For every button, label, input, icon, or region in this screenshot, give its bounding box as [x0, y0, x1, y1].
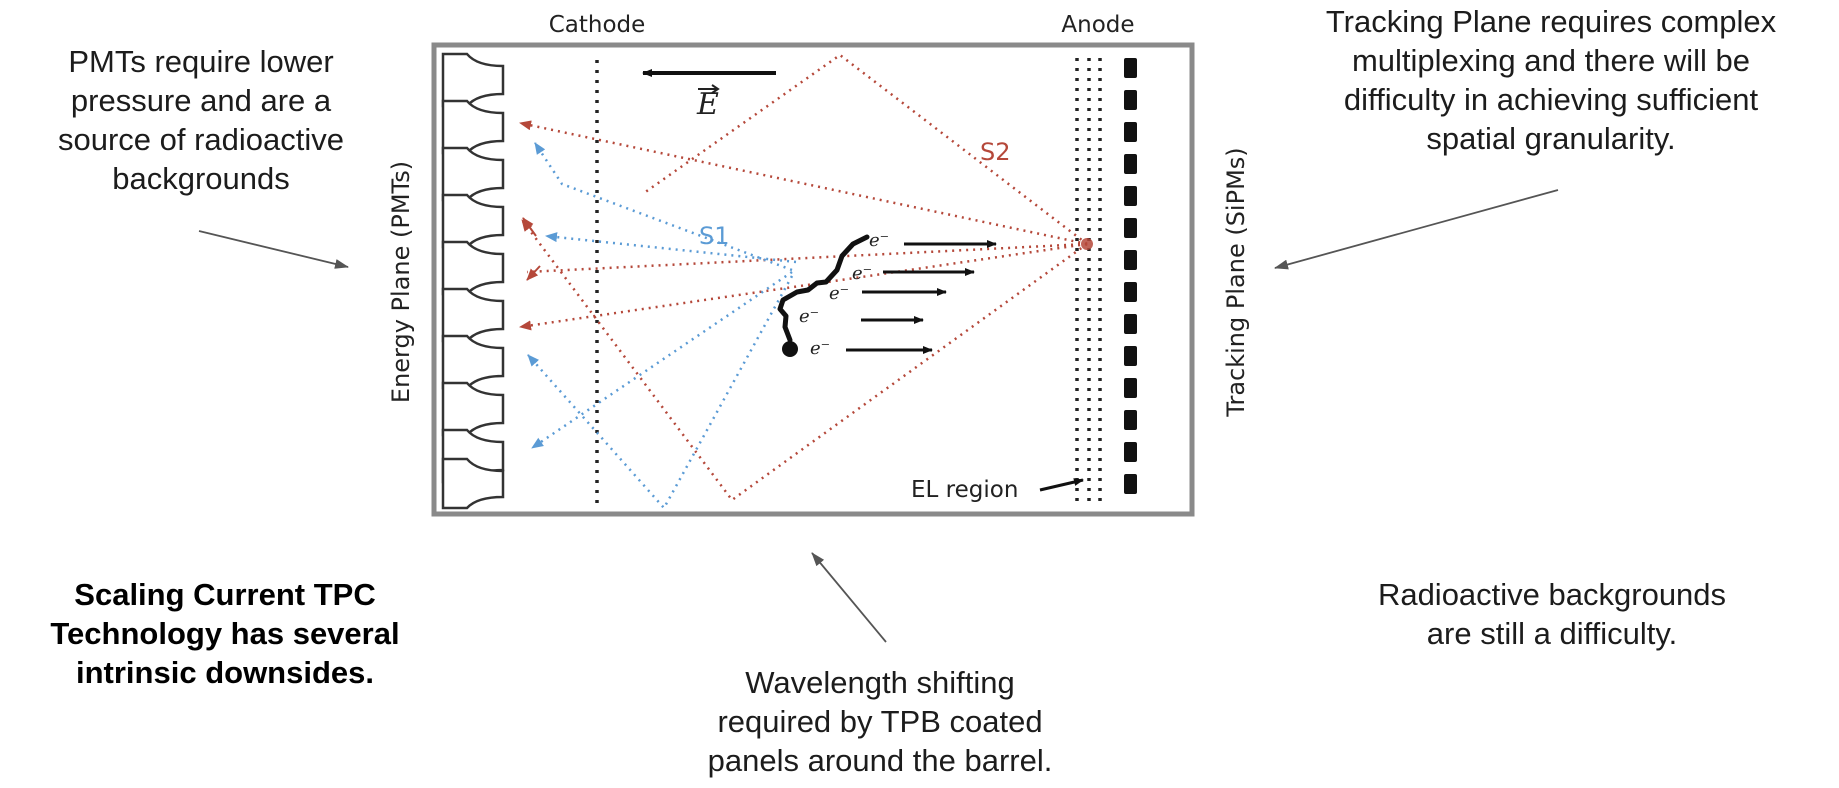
electron-1-label: e⁻: [869, 230, 889, 251]
el-region-pointer: [1039, 478, 1084, 492]
s1-light-rays: [527, 142, 797, 511]
wavelength-pointer-arrow: [811, 552, 887, 643]
electron-3-label: e⁻: [829, 283, 849, 304]
electron-2-label: e⁻: [852, 263, 872, 284]
wavelength-note: Wavelength shifting required by TPB coat…: [707, 665, 1053, 778]
track-end-blob: [782, 341, 798, 357]
s2-label: S2: [980, 138, 1011, 166]
el-emission-point: [1081, 238, 1093, 250]
s2-arrowhead-mid: [526, 265, 541, 281]
sipm-array: [1124, 58, 1137, 494]
scaling-note: Scaling Current TPC Technology has sever…: [50, 577, 400, 690]
s2-light-rays: [519, 53, 1088, 502]
el-region-label: EL region: [911, 477, 1018, 503]
pmt-array: [441, 52, 505, 510]
energy-plane-label: Energy Plane (PMTs): [387, 161, 415, 403]
ionization-track: [777, 234, 870, 343]
s1-label: S1: [699, 222, 730, 250]
electron-4-label: e⁻: [799, 306, 819, 327]
drift-electrons: e⁻ e⁻ e⁻ e⁻ e⁻: [799, 230, 997, 359]
electron-5-label: e⁻: [810, 338, 830, 359]
detector-frame: [431, 42, 1195, 517]
tracking-pointer-arrow: [1274, 189, 1559, 270]
efield-vector-head: [711, 84, 720, 94]
tracking-plane-label: Tracking Plane (SiPMs): [1222, 147, 1250, 417]
cathode-label: Cathode: [549, 12, 646, 38]
tracking-plane-note: Tracking Plane requires complex multiple…: [1325, 4, 1777, 156]
radioactive-note: Radioactive backgrounds are still a diff…: [1377, 577, 1727, 651]
s2-arrowhead-upper: [522, 217, 537, 237]
efield-symbol: E: [696, 87, 719, 122]
pmts-note: PMTs require lower pressure and are a so…: [57, 44, 345, 196]
anode-label: Anode: [1061, 12, 1134, 38]
pmts-pointer-arrow: [198, 230, 349, 269]
